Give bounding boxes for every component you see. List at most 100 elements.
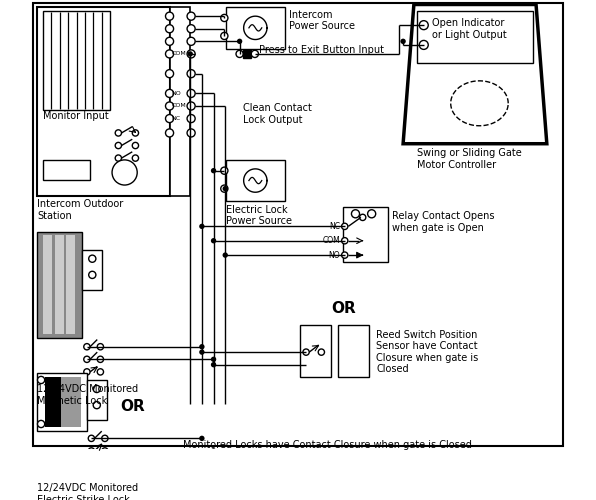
Text: Monitor Input: Monitor Input [43,112,108,122]
Circle shape [211,448,216,454]
Circle shape [199,350,204,355]
Circle shape [84,368,90,375]
Bar [43,11,110,110]
Circle shape [236,50,243,58]
Circle shape [89,255,96,262]
Text: Press to Exit Button Input: Press to Exit Button Input [259,46,384,56]
Circle shape [318,349,324,356]
Text: 12/24VDC Monitored
Magnetic Lock: 12/24VDC Monitored Magnetic Lock [38,384,139,406]
Circle shape [93,386,100,392]
Circle shape [166,38,173,46]
Bar [43,160,89,180]
Circle shape [237,38,243,44]
Circle shape [102,448,108,454]
Circle shape [303,349,309,356]
Text: 12/24VDC Monitored
Electric Strike Lock: 12/24VDC Monitored Electric Strike Lock [38,484,139,500]
Circle shape [102,435,108,442]
Text: NC: NC [171,116,181,121]
Bar [170,7,190,196]
Bar [82,250,102,290]
Circle shape [199,436,204,441]
Text: OR: OR [331,301,356,316]
Circle shape [166,12,173,20]
Circle shape [88,435,95,442]
Circle shape [419,40,429,50]
Circle shape [115,155,122,161]
Circle shape [419,20,429,30]
Circle shape [221,32,228,40]
Circle shape [112,160,137,185]
Polygon shape [403,4,547,143]
Circle shape [221,167,228,174]
Text: NO: NO [328,250,340,260]
Circle shape [115,130,122,136]
Bar [66,236,75,334]
Text: Electric Lock
Power Source: Electric Lock Power Source [226,205,292,227]
Text: Monitored Locks have Contact Closure when gate is Closed: Monitored Locks have Contact Closure whe… [183,440,472,450]
Text: OR: OR [120,399,145,414]
Text: NO: NO [171,91,181,96]
Circle shape [187,24,195,33]
Circle shape [187,114,195,122]
Circle shape [187,90,195,98]
Circle shape [187,38,195,46]
Circle shape [342,223,348,230]
Circle shape [38,376,45,384]
Circle shape [132,155,138,161]
Circle shape [166,24,173,33]
Circle shape [187,12,195,20]
Circle shape [132,130,138,136]
Circle shape [97,368,104,375]
Circle shape [166,102,173,110]
Text: Clean Contact
Lock Output: Clean Contact Lock Output [243,104,312,125]
Bar [87,380,107,420]
Circle shape [166,129,173,137]
Circle shape [199,224,204,229]
Circle shape [187,70,195,78]
Circle shape [166,70,173,78]
Bar [417,11,533,63]
Bar [226,160,284,201]
Circle shape [166,50,173,58]
Circle shape [84,356,90,362]
Bar [38,373,87,431]
Circle shape [359,214,366,220]
Circle shape [342,252,348,258]
Circle shape [342,238,348,244]
Text: NC: NC [329,222,340,231]
Text: Reed Switch Position
Sensor have Contact
Closure when gate is
Closed: Reed Switch Position Sensor have Contact… [376,330,479,374]
Text: Intercom Outdoor
Station: Intercom Outdoor Station [38,200,124,221]
Text: COM: COM [171,52,186,57]
Circle shape [115,142,122,148]
Circle shape [166,90,173,98]
Circle shape [97,356,104,362]
Circle shape [38,420,45,428]
Circle shape [368,210,375,218]
Circle shape [211,238,216,244]
Text: COM: COM [322,236,340,245]
Circle shape [84,344,90,350]
Text: Relay Contact Opens
when gate is Open: Relay Contact Opens when gate is Open [392,211,495,233]
Circle shape [132,142,138,148]
Text: COM: COM [171,104,186,108]
Text: Swing or Sliding Gate
Motor Controller: Swing or Sliding Gate Motor Controller [417,148,522,170]
Text: Open Indicator
or Light Output: Open Indicator or Light Output [432,18,507,40]
Circle shape [88,460,95,466]
Circle shape [102,460,108,466]
Bar [343,206,388,262]
Circle shape [221,14,228,21]
Circle shape [97,344,104,350]
Circle shape [166,114,173,122]
Circle shape [211,356,216,362]
Circle shape [221,185,228,192]
Circle shape [199,344,204,350]
Bar [38,232,82,338]
Circle shape [401,38,406,44]
Circle shape [222,186,228,192]
Circle shape [252,50,259,58]
Circle shape [211,168,216,173]
Bar [226,7,284,48]
Circle shape [211,362,216,368]
Bar [243,50,252,58]
Circle shape [187,129,195,137]
